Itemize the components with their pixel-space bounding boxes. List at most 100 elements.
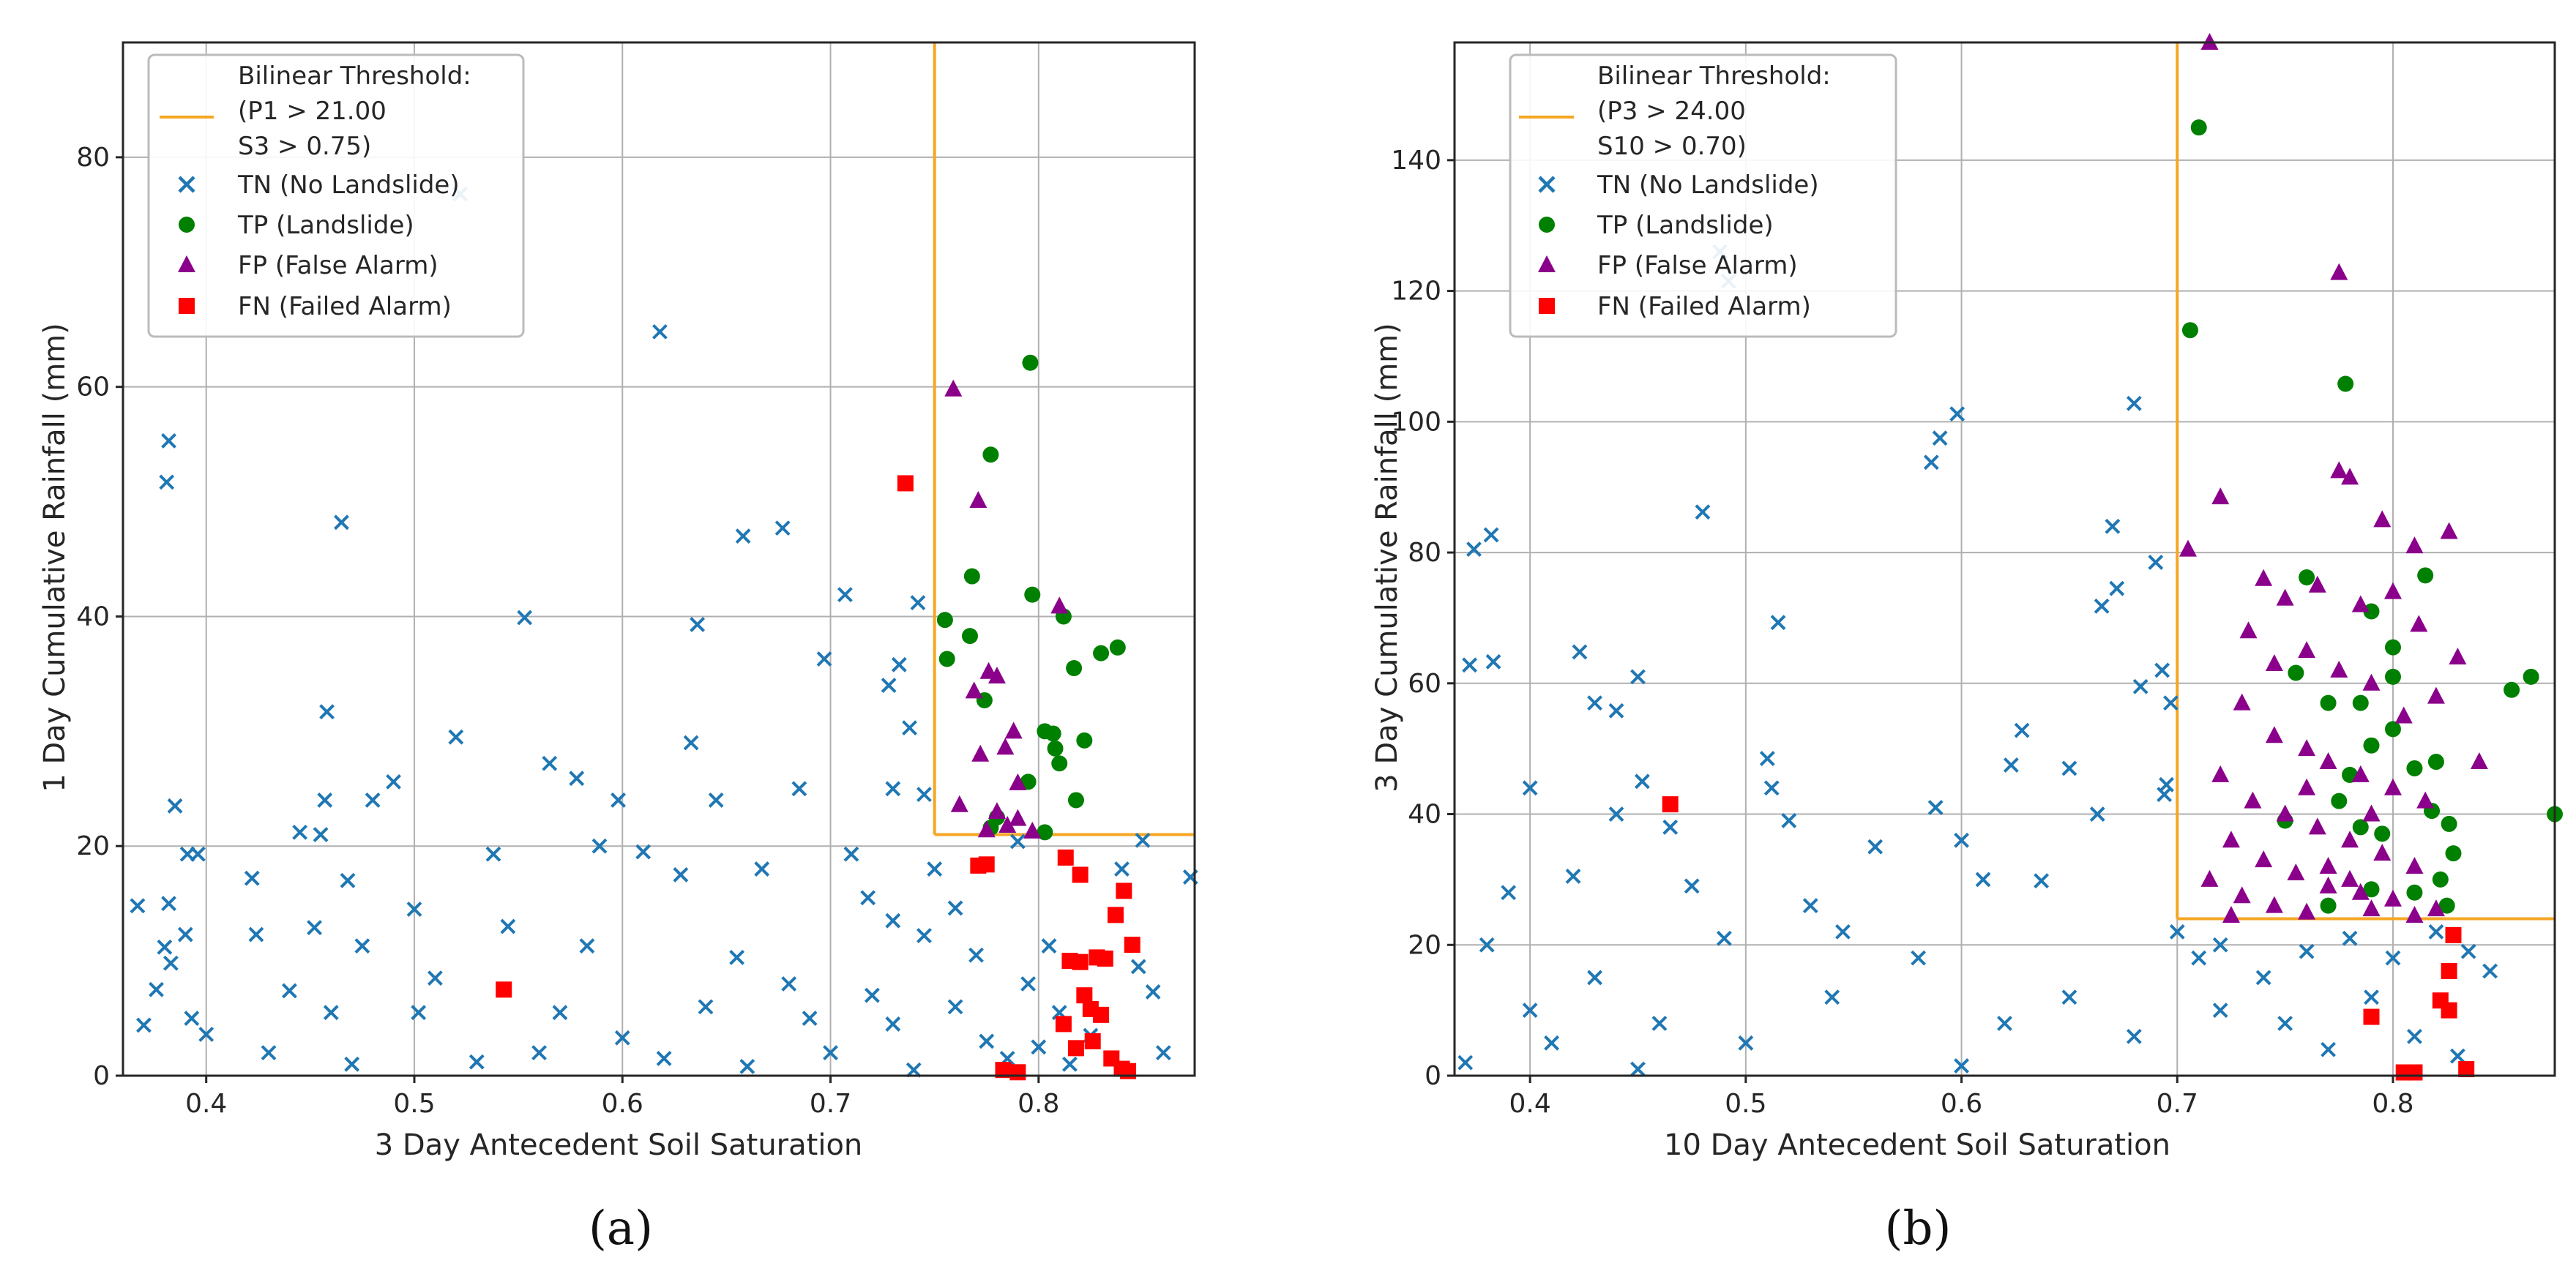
panel-a-tn-point (902, 720, 917, 736)
panel-a-tn-point (531, 1045, 547, 1061)
panel-a-tn-point (652, 323, 668, 340)
panel-b-tn-point (2169, 923, 2185, 940)
panel-b-fp-point (2383, 889, 2402, 907)
panel-a-tn-point (149, 981, 164, 997)
panel-a-tn-point (947, 900, 963, 916)
panel-b-tp-point (2288, 664, 2304, 681)
panel-a-xtick-label: 0.6 (602, 1089, 643, 1119)
panel-a-tn-point (517, 610, 533, 626)
panel-b-fp-point (2440, 522, 2458, 539)
panel-b-legend-tn-label: TN (No Landslide) (1597, 171, 1819, 200)
panel-a-fn-point (1009, 1064, 1026, 1081)
panel-a-tn-point (729, 949, 745, 965)
panel-b-fn-point (2363, 1008, 2380, 1025)
panel-b-tn-point (2191, 950, 2207, 966)
panel-a-tn-point (802, 1011, 818, 1026)
panel-b-fp-point (2298, 739, 2316, 757)
panel-a-tn-point (791, 781, 807, 797)
panel-a-tn-point (1020, 976, 1036, 992)
panel-b-tn-point (1522, 780, 1538, 796)
panel-b-fp-point (2308, 817, 2326, 835)
panel-b-tn-point (1824, 989, 1840, 1005)
panel-a-xlabel: 3 Day Antecedent Soil Saturation (375, 1128, 863, 1162)
panel-a-tn-point (157, 939, 173, 955)
panel-a-tn-point (334, 514, 349, 531)
panel-a-ytick-label: 40 (76, 602, 110, 632)
panel-b-fp-point (2319, 876, 2337, 893)
panel-b-fp-point (2427, 899, 2445, 917)
panel-a-tn-point (739, 1059, 755, 1074)
panel-b-tn-point (1759, 751, 1775, 766)
panel-b-tn-point (2460, 943, 2476, 959)
panel-b-tn-point (1770, 615, 1786, 631)
panel-a-tn-point (656, 1051, 672, 1066)
panel-a-legend-threshold-s: S3 > 0.75) (238, 132, 371, 161)
panel-a-tn-point (340, 872, 356, 888)
panel-b-legend-threshold-s: S10 > 0.70) (1597, 132, 1747, 161)
panel-b-tp-point (2363, 603, 2380, 620)
panel-b-fn-point (2406, 1064, 2423, 1081)
panel-b-legend-box (1509, 53, 1897, 338)
panel-b-fp-point (2383, 582, 2402, 599)
panel-b-tp-point (2352, 819, 2369, 836)
panel-b-legend-tp-marker (1539, 217, 1555, 233)
panel-a-tn-point (885, 913, 901, 929)
panel-a-ylabel: 1 Day Cumulative Rainfall (mm) (38, 323, 72, 792)
panel-a-tp-point (1066, 660, 1083, 677)
panel-b-fp-point (2211, 765, 2230, 782)
panel-b-fp-point (2373, 844, 2392, 861)
panel-b-tn-point (2014, 722, 2030, 738)
panel-a-tp-point (1067, 792, 1084, 809)
panel-a-tn-point (136, 1017, 152, 1033)
panel-b-fp-point (2373, 510, 2392, 528)
panel-b-tn-point (1923, 454, 1939, 471)
panel-b-fp-point (2298, 641, 2316, 659)
panel-b-tn-point (1684, 878, 1700, 894)
panel-a-tn-point (823, 1045, 838, 1061)
panel-a-tn-point (843, 846, 859, 862)
panel-a-tn-point (313, 827, 329, 842)
panel-b-legend-fp-marker (1538, 255, 1556, 272)
panel-a-tn-point (708, 792, 724, 808)
panel-b-tn-point (2449, 1048, 2465, 1064)
panel-a-tn-point (611, 792, 626, 808)
panel-a-ytick-label: 0 (93, 1061, 110, 1091)
panel-a-xtick-label: 0.4 (185, 1089, 227, 1119)
panel-b-tn-point (2061, 760, 2077, 776)
panel-a-legend-box (147, 53, 525, 338)
panel-a-tn-point (261, 1045, 277, 1061)
panel-b-tn-point (2105, 518, 2121, 534)
panel-b: 0.4 0.5 0.6 0.7 0.8 0 20 40 60 80 100 120 140 10 Day… (1370, 33, 2563, 1256)
panel-b-fp-point (2308, 575, 2326, 593)
panel-a-tn-point (837, 587, 853, 603)
panel-a-fn-point (1067, 1040, 1084, 1057)
panel-b-fp-point (2265, 726, 2283, 743)
panel-b-fp-point (2362, 899, 2381, 917)
panel-a-legend-tp-label: TP (Landslide) (237, 211, 414, 240)
panel-a-tn-point (319, 704, 335, 720)
panel-a-tn-point (885, 1016, 901, 1032)
panel-b-tn-point (1479, 937, 1495, 953)
panel-b-fp-point (2341, 869, 2359, 887)
panel-b-fp-point (2351, 595, 2370, 612)
panel-a-tn-point (891, 656, 907, 672)
panel-b-tn-point (1544, 1035, 1560, 1051)
panel-b-fp-point (2222, 906, 2240, 923)
panel-b-tn-point (1522, 1003, 1538, 1019)
panel-a-tp-point (936, 612, 953, 629)
panel-a-tp-point (1045, 725, 1061, 742)
panel-a-points (130, 186, 1198, 1081)
panel-a-ytick-label: 60 (76, 372, 110, 402)
panel-b-tn-point (2321, 1041, 2336, 1057)
panel-b-xtick-label: 0.6 (1941, 1089, 1982, 1119)
panel-b-tn-point (2342, 930, 2358, 946)
panel-a-fn-point (897, 475, 914, 492)
panel-a-tn-point (754, 861, 770, 877)
panel-a-tn-point (292, 824, 308, 840)
panel-b-caption: (b) (1885, 1202, 1952, 1256)
panel-b-tp-point (2299, 569, 2315, 586)
panel-a-tn-point (244, 870, 260, 886)
panel-a-tn-point (365, 792, 381, 808)
panel-b-fp-point (2383, 778, 2402, 795)
panel-a-fn-point (1057, 849, 1074, 866)
